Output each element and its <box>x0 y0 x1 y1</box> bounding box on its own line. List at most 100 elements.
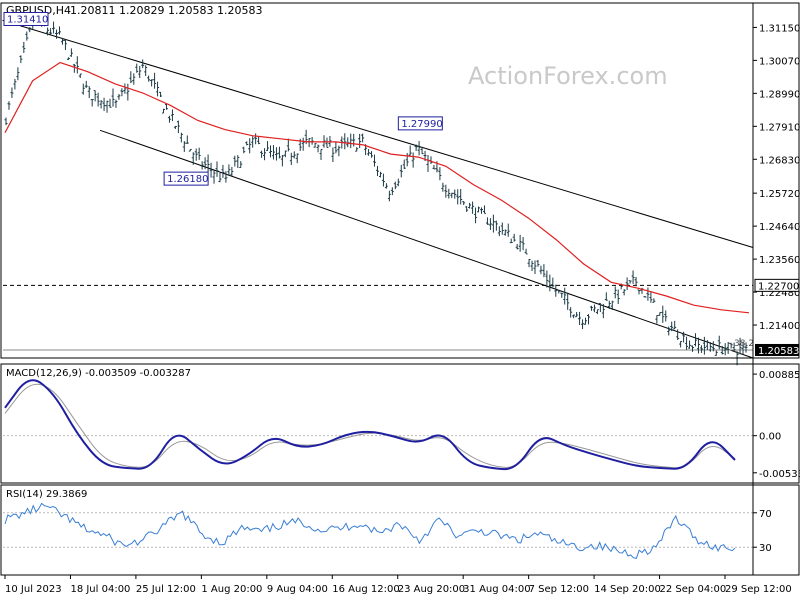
price-bar <box>69 48 73 57</box>
price-bar <box>257 136 261 145</box>
price-bar <box>670 321 674 332</box>
price-bar <box>358 133 362 149</box>
price-bar <box>643 296 647 298</box>
price-bar <box>144 65 148 76</box>
current-price-label: 1.20583 <box>758 346 799 357</box>
macd-signal-line <box>4 383 736 469</box>
price-bar <box>584 317 588 325</box>
price-bar <box>111 88 115 107</box>
price-bar <box>179 132 183 143</box>
price-bar <box>221 164 225 178</box>
time-tick-label: 10 Jul 2023 <box>5 584 62 595</box>
price-bar <box>268 145 272 158</box>
price-bar <box>185 135 189 144</box>
price-bar <box>720 345 724 355</box>
price-tick-label: 1.26830 <box>759 155 800 166</box>
time-tick-label: 16 Aug 12:00 <box>332 584 399 595</box>
price-bar <box>203 157 207 170</box>
price-bar <box>637 289 641 295</box>
price-bar <box>607 300 611 310</box>
price-bar <box>378 171 382 178</box>
price-bar <box>66 57 70 60</box>
price-bar <box>572 314 576 319</box>
price-bar <box>212 170 216 184</box>
price-tick-label: 1.21400 <box>759 321 800 332</box>
price-bar <box>732 342 736 352</box>
price-bar <box>616 289 620 304</box>
price-bar <box>708 342 712 352</box>
price-bar <box>194 148 198 161</box>
price-bar <box>524 248 528 255</box>
price-bar <box>22 41 26 53</box>
price-tick-label: 1.31150 <box>759 23 800 34</box>
price-bar <box>536 259 540 267</box>
time-tick-label: 22 Sep 04:00 <box>660 584 727 595</box>
time-tick-label: 25 Jul 12:00 <box>136 584 196 595</box>
rsi-panel-frame <box>0 484 800 576</box>
time-tick-label: 18 Jul 04:00 <box>70 584 130 595</box>
price-bar <box>381 173 385 187</box>
price-bar <box>337 145 341 157</box>
price-bar <box>497 226 501 237</box>
price-bar <box>387 190 391 202</box>
price-bar <box>601 303 605 319</box>
price-bar <box>515 243 519 250</box>
price-bar <box>575 312 579 318</box>
price-bar <box>355 147 359 152</box>
time-tick-label: 29 Sep 12:00 <box>725 584 792 595</box>
price-bar <box>509 238 513 244</box>
price-bar <box>188 148 192 152</box>
price-bar <box>251 136 255 148</box>
price-bar <box>411 152 415 168</box>
price-bar <box>135 63 139 73</box>
price-bar <box>99 100 103 109</box>
price-bar <box>444 184 448 198</box>
price-bar <box>649 291 653 303</box>
price-bar <box>471 201 475 214</box>
price-bar <box>592 304 596 313</box>
price-bar <box>438 167 442 181</box>
price-bar <box>239 161 243 168</box>
time-tick-label: 9 Aug 04:00 <box>267 584 328 595</box>
header-ohlc: 1.20811 1.20829 1.20583 1.20583 <box>70 4 262 17</box>
price-bar <box>586 314 590 325</box>
time-tick-label: 31 Aug 04:00 <box>463 584 530 595</box>
price-bar <box>554 284 558 297</box>
price-bar <box>726 342 730 354</box>
price-bar <box>57 26 61 35</box>
price-bar <box>206 154 210 173</box>
price-bar <box>485 217 489 225</box>
price-bar <box>488 218 492 231</box>
price-bar <box>604 292 608 301</box>
price-bar <box>539 265 543 275</box>
price-bar <box>738 337 742 355</box>
price-bar <box>521 237 525 251</box>
price-bar <box>682 331 686 343</box>
price-bar <box>197 147 201 160</box>
price-annotation: 1.26180 <box>163 171 209 186</box>
price-bar <box>634 277 638 287</box>
price-bar <box>699 345 703 353</box>
price-bar <box>63 39 67 51</box>
price-bar <box>551 277 555 288</box>
rsi-panel <box>3 502 753 559</box>
price-bar <box>613 286 617 299</box>
price-bar <box>280 155 284 167</box>
price-bar <box>482 205 486 214</box>
price-bar <box>295 153 299 164</box>
current-price-box <box>755 343 799 356</box>
macd-tick-label: 0.00885 <box>759 370 800 381</box>
price-bar <box>16 67 20 81</box>
price-bar <box>10 87 14 98</box>
price-bar <box>384 183 388 189</box>
price-bar <box>705 340 709 351</box>
price-bar <box>120 88 124 97</box>
annotation-label: 1.26180 <box>167 174 208 185</box>
price-bar <box>156 81 160 97</box>
price-bar <box>141 59 145 69</box>
price-bar <box>200 161 204 170</box>
price-bar <box>693 333 697 347</box>
price-bar <box>325 137 329 148</box>
price-bar <box>402 159 406 170</box>
price-bar <box>138 65 142 79</box>
